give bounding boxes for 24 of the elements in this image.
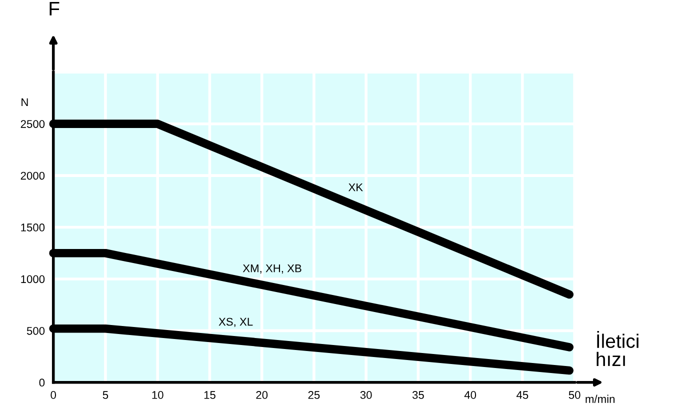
y-tick-label: 1000 (21, 275, 45, 284)
x-tick-label: 40 (464, 391, 476, 399)
series-label: XS, XL (218, 318, 253, 327)
y-tick-label: 0 (39, 378, 45, 387)
x-tick-label: 0 (50, 391, 56, 399)
series-label: XM, XH, XB (242, 264, 302, 274)
x-tick-label: 35 (412, 391, 424, 399)
y-axis-title: F (50, 2, 60, 16)
text: m/min (586, 394, 615, 403)
text: N (22, 98, 28, 106)
x-tick-label: 45 (516, 391, 528, 399)
x-tick-label: 30 (360, 391, 372, 399)
y-tick-label: 500 (26, 326, 45, 335)
x-tick-label: 10 (152, 391, 164, 399)
y-tick-label: 2500 (20, 120, 45, 128)
x-tick-label: 15 (204, 391, 216, 399)
y-tick-label: 1500 (21, 224, 45, 232)
y-tick-label: 2000 (20, 172, 45, 180)
x-tick-label: 5 (102, 391, 108, 399)
x-tick-label: 50 (568, 391, 580, 399)
x-axis-title: İletici hızı (596, 331, 638, 366)
series-label: XK (348, 183, 363, 192)
x-tick-label: 20 (256, 391, 268, 399)
x-tick-label: 25 (308, 391, 320, 399)
